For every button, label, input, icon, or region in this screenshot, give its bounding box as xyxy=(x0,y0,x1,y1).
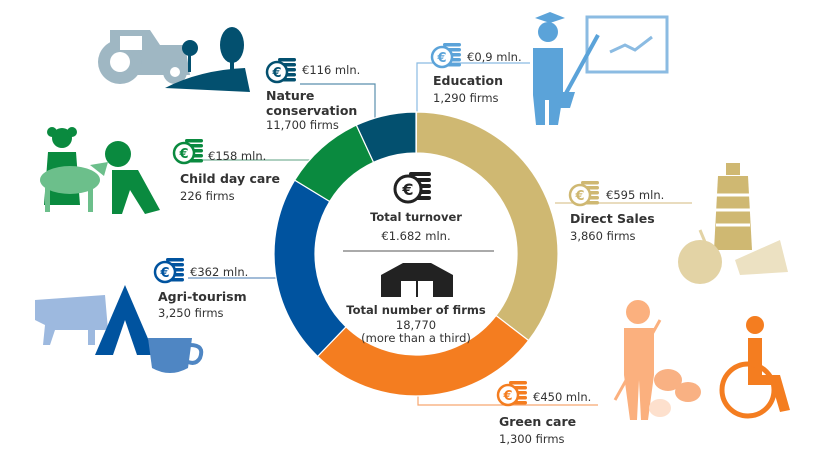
total-firms-note: (more than a third) xyxy=(361,331,471,345)
euro-coins-icon: € xyxy=(393,172,431,204)
total-turnover-value: €1.682 mln. xyxy=(381,229,451,243)
firms-label-childcare: 226 firms xyxy=(180,189,235,203)
svg-text:€: € xyxy=(401,180,413,199)
category-label-agritourism: Agri-tourism xyxy=(158,289,247,304)
total-turnover-label: Total turnover xyxy=(370,210,462,224)
svg-text:€: € xyxy=(436,51,446,66)
euro-coins-icon-direct-sales: € xyxy=(568,181,599,207)
firms-label-education: 1,290 firms xyxy=(433,91,499,105)
donut-segment-direct-sales xyxy=(415,111,559,342)
value-label-direct-sales: €595 mln. xyxy=(606,188,665,202)
svg-text:€: € xyxy=(574,189,584,204)
euro-coins-icon-agri-tourism: € xyxy=(153,258,184,284)
category-label-childcare: Child day care xyxy=(180,171,280,186)
food-products-icon xyxy=(678,163,788,284)
teacher-icon xyxy=(533,12,669,125)
tractor-landscape-icon xyxy=(98,27,250,92)
firms-label-nature: 11,700 firms xyxy=(266,118,339,132)
euro-coins-icon-child-day-care: € xyxy=(172,139,203,165)
leader-line-nature xyxy=(300,83,376,126)
children-animals-icon xyxy=(40,127,160,214)
svg-text:€: € xyxy=(271,66,281,81)
category-label-greencare: Green care xyxy=(499,414,577,429)
category-label-education: Education xyxy=(433,73,503,88)
svg-text:€: € xyxy=(178,147,188,162)
care-farm-icon xyxy=(613,300,790,420)
leader-line-education xyxy=(416,62,530,112)
value-label-greencare: €450 mln. xyxy=(533,390,592,404)
firms-label-greencare: 1,300 firms xyxy=(499,432,565,446)
category-label-direct-sales: Direct Sales xyxy=(570,211,655,226)
svg-text:€: € xyxy=(159,266,169,281)
barn-icon xyxy=(381,263,453,297)
value-label-nature: €116 mln. xyxy=(302,63,361,77)
total-firms-value: 18,770 xyxy=(395,318,437,332)
value-label-agritourism: €362 mln. xyxy=(190,265,249,279)
firms-label-agritourism: 3,250 firms xyxy=(158,306,224,320)
leader-line-greencare xyxy=(417,394,598,406)
firms-label-direct-sales: 3,860 firms xyxy=(570,229,636,243)
category-label-nature: Nature conservation xyxy=(266,88,358,118)
total-firms-label: Total number of firms xyxy=(346,303,486,317)
svg-text:€: € xyxy=(502,389,512,404)
camping-icon xyxy=(35,285,204,373)
value-label-education: €0,9 mln. xyxy=(467,50,522,64)
donut-segment-nature-conservation xyxy=(355,111,417,164)
euro-coins-icon-education: € xyxy=(430,43,461,69)
value-label-childcare: €158 mln. xyxy=(208,149,267,163)
euro-coins-icon-green-care: € xyxy=(496,381,527,407)
euro-coins-icon-nature-conservation: € xyxy=(265,58,296,84)
